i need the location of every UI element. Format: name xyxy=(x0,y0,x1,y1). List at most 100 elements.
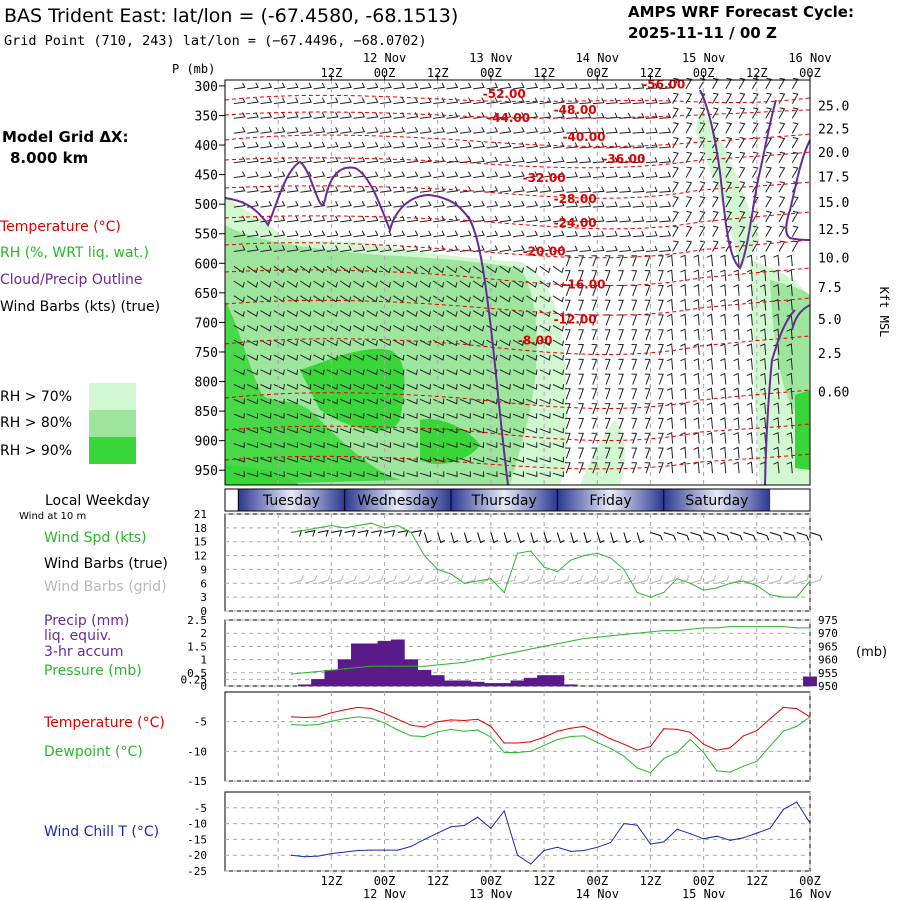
pressure-line-point xyxy=(437,664,439,666)
wind-barb xyxy=(706,372,713,385)
precip-bar xyxy=(351,643,365,687)
wind-barb xyxy=(765,92,772,104)
wind-barb xyxy=(512,442,524,449)
wind-barb xyxy=(459,126,472,134)
wind-barb xyxy=(433,215,445,223)
pressure-tick: 300 xyxy=(195,80,218,95)
precip-label: Precip (mm) xyxy=(44,613,129,629)
wind-barb xyxy=(406,215,419,223)
weekday-cell xyxy=(344,489,452,511)
wind-barb xyxy=(513,126,525,134)
wind-barb xyxy=(631,255,638,267)
wind-barbs-true-label: Wind Barbs (true) xyxy=(44,556,168,572)
wind-barb xyxy=(313,141,326,149)
wind-barb xyxy=(693,298,700,311)
wind-barb xyxy=(751,151,759,164)
wind-barb xyxy=(486,413,498,419)
wind-barb xyxy=(564,299,571,311)
dewpoint-line-point xyxy=(676,751,678,754)
wind-barb xyxy=(566,142,578,149)
dewpoint-line-point xyxy=(357,716,359,718)
wind-barb xyxy=(693,357,700,370)
wind-barb xyxy=(552,339,564,347)
wind-barb xyxy=(778,77,786,90)
wind-barb xyxy=(247,97,259,105)
wind-chill-line-point xyxy=(477,816,479,818)
wind-barb xyxy=(339,354,352,361)
wind-barb xyxy=(632,157,645,164)
wind-barb xyxy=(379,369,392,376)
grid-wind-barb xyxy=(597,575,610,584)
wind-barb xyxy=(393,230,406,238)
top-time-tick: 00Z xyxy=(374,66,396,80)
wind-barb xyxy=(526,126,539,134)
wind-chill-line-point xyxy=(423,838,426,841)
wind-barb xyxy=(499,230,512,238)
wind-barb xyxy=(513,245,525,252)
wind-barb xyxy=(578,388,585,400)
wind-barb xyxy=(632,186,645,193)
temperature-line-point xyxy=(623,743,625,745)
pressure-tick: 550 xyxy=(195,228,218,243)
wind-barb xyxy=(791,196,799,208)
wind-barb xyxy=(379,456,391,463)
wind-barb xyxy=(552,215,565,223)
wind-barb xyxy=(326,280,338,288)
wind-chill-line-point xyxy=(330,853,332,855)
wind-barb xyxy=(579,142,592,149)
wind-barb xyxy=(666,254,674,267)
true-wind-barb xyxy=(570,532,578,544)
wind-barb xyxy=(552,354,564,361)
wind-barb xyxy=(300,280,312,288)
wind-barb xyxy=(433,456,445,463)
wind-barb xyxy=(499,186,512,193)
grid-wind-barb xyxy=(583,575,597,584)
wind-barb xyxy=(778,151,786,164)
wind-barb xyxy=(419,82,432,90)
y-tick-label: 2.5 xyxy=(187,614,207,627)
wind-barb xyxy=(366,456,378,463)
wind-barb xyxy=(592,83,605,90)
wind-barb xyxy=(300,265,312,274)
wind-barb xyxy=(233,265,245,274)
wind-barb xyxy=(658,270,664,282)
wind-barb xyxy=(300,369,312,376)
pressure-line-point xyxy=(649,631,652,633)
panel-frame xyxy=(224,691,811,782)
wind-barb xyxy=(564,358,571,370)
wind-barb xyxy=(433,398,445,405)
wind-barb xyxy=(286,82,299,90)
wind-barb xyxy=(379,354,392,361)
wind-barb xyxy=(340,82,352,90)
grid-point-label: Grid Point (710, 243) lat/lon = (−67.449… xyxy=(4,33,427,49)
wind-speed-line xyxy=(291,522,811,598)
grid-wind-barb xyxy=(703,575,717,584)
dewpoint-line-point xyxy=(609,747,612,749)
wind-chill-line-point xyxy=(397,849,399,851)
wind-speed-line-point xyxy=(423,554,426,557)
wind-barb xyxy=(759,254,767,267)
y-tick-label: 18 xyxy=(194,522,207,535)
wind-barb xyxy=(658,373,664,385)
wind-barb xyxy=(693,461,700,474)
wind-barb xyxy=(393,141,406,149)
wind-speed-line-point xyxy=(370,522,372,524)
model-grid-value: 8.000 km xyxy=(10,149,88,167)
wind-barb xyxy=(406,413,418,419)
wind-speed-line-point xyxy=(304,529,306,531)
wind-barb xyxy=(446,398,458,405)
wind-barb xyxy=(366,126,379,134)
wind-barb xyxy=(733,343,740,355)
y-tick-label: 2 xyxy=(200,627,207,640)
wind-speed-line-point xyxy=(556,571,558,573)
wind-barb xyxy=(419,265,431,274)
temperature-line-point xyxy=(450,719,452,721)
pressure-tick: 450 xyxy=(195,169,218,184)
wind-barb xyxy=(632,216,645,223)
wind-barb xyxy=(566,245,578,252)
wind-barb xyxy=(326,215,339,223)
true-wind-barb xyxy=(384,529,396,537)
wind-barb xyxy=(486,398,498,405)
pressure-line-point xyxy=(344,668,346,670)
wind-barb xyxy=(353,186,366,193)
